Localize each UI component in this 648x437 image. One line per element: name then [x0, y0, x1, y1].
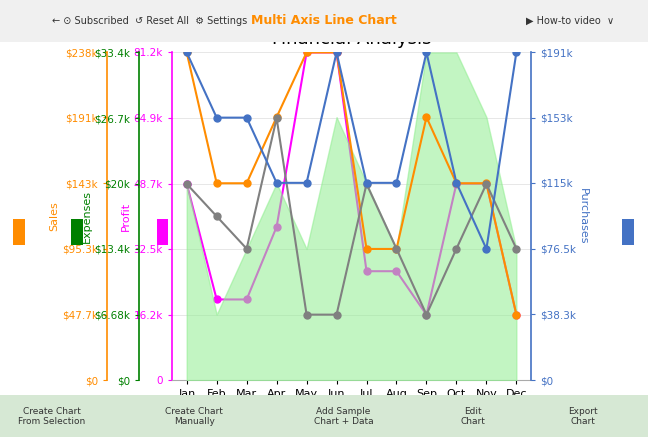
Y-axis label: Expenses: Expenses	[82, 190, 91, 243]
Text: Export
Chart: Export Chart	[568, 406, 598, 426]
Text: Edit
Chart: Edit Chart	[461, 406, 485, 426]
Title: Financial Analysis: Financial Analysis	[272, 30, 432, 48]
Y-axis label: Purchases: Purchases	[577, 188, 588, 245]
Y-axis label: Sales: Sales	[49, 201, 59, 231]
Text: ▶ How-to video  ∨: ▶ How-to video ∨	[526, 16, 614, 26]
Text: ← ⊙ Subscribed  ↺ Reset All  ⚙ Settings: ← ⊙ Subscribed ↺ Reset All ⚙ Settings	[52, 16, 247, 26]
X-axis label: Months: Months	[326, 405, 377, 419]
Y-axis label: Profit: Profit	[121, 202, 130, 231]
Text: Create Chart
Manually: Create Chart Manually	[165, 406, 224, 426]
Text: Create Chart
From Selection: Create Chart From Selection	[18, 406, 86, 426]
Text: Multi Axis Line Chart: Multi Axis Line Chart	[251, 14, 397, 27]
Text: Add Sample
Chart + Data: Add Sample Chart + Data	[314, 406, 373, 426]
